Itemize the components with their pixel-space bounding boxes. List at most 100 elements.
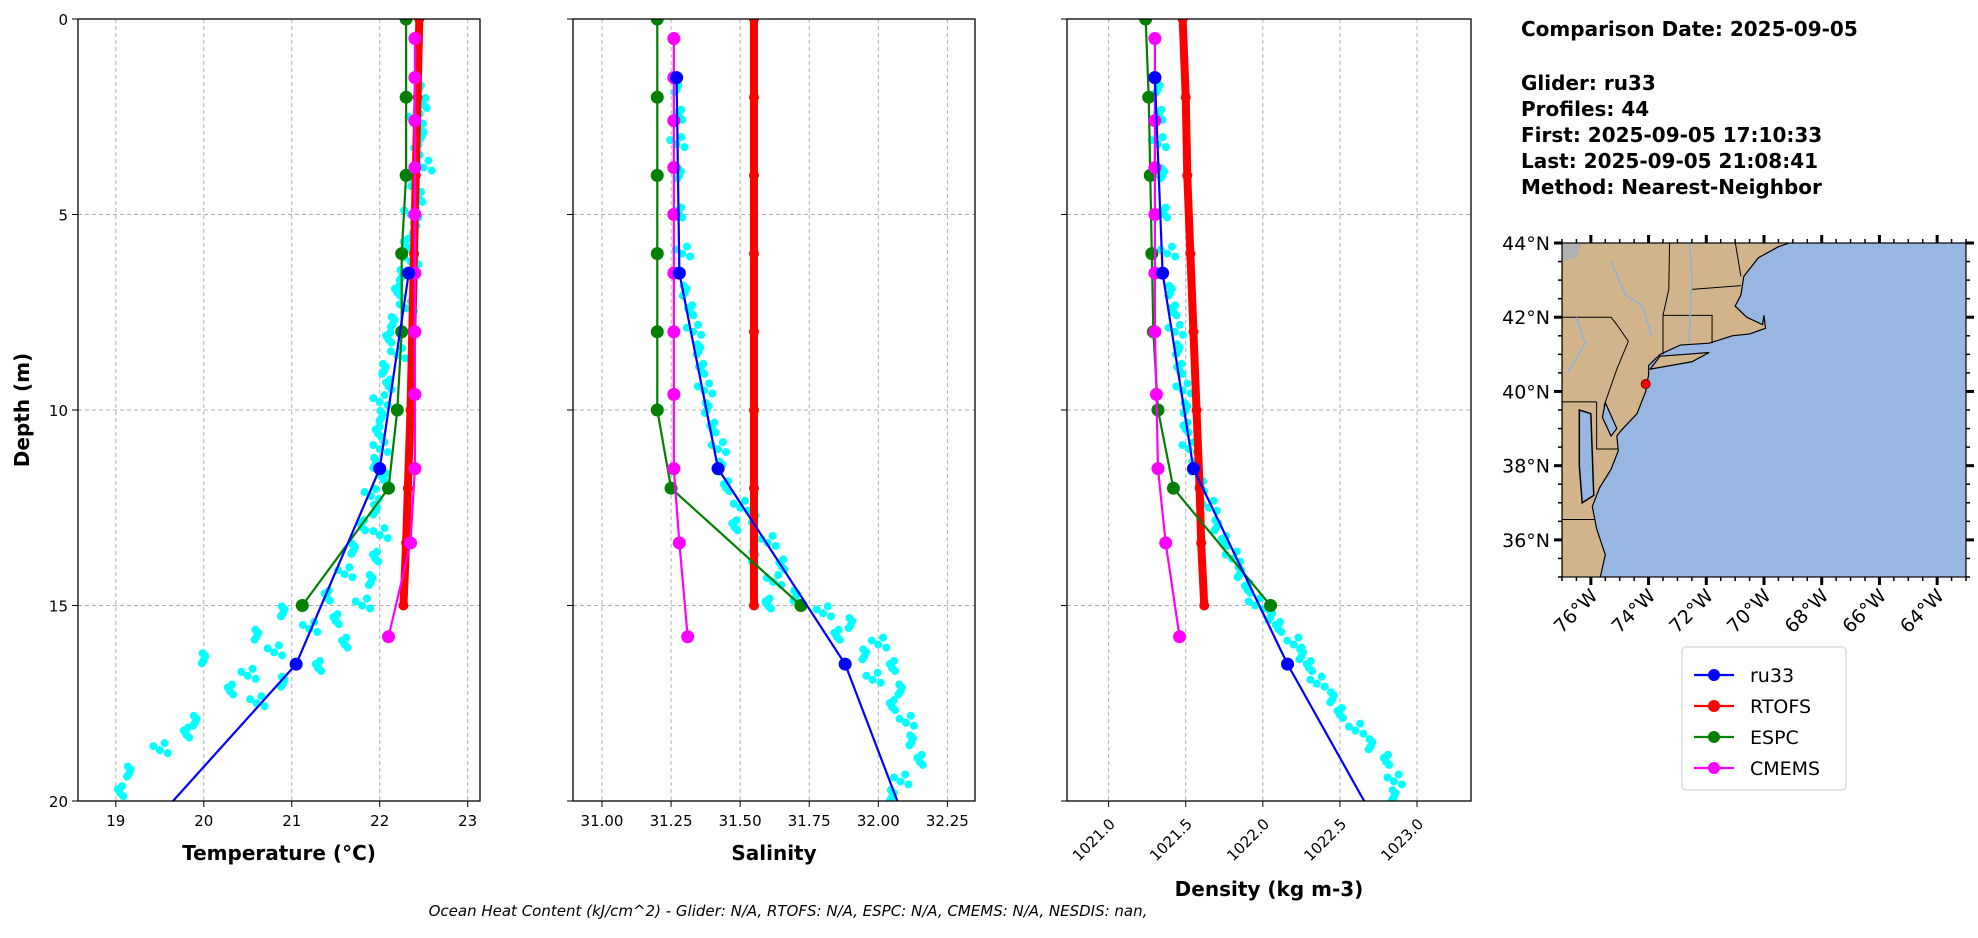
legend-item-ru33: ru33 <box>1694 665 1794 687</box>
rtofs-marker <box>748 170 759 181</box>
state-border <box>1596 401 1619 450</box>
ru33-marker <box>1281 657 1295 671</box>
cmems-marker <box>408 325 422 339</box>
glider-scatter-point <box>714 445 723 454</box>
rtofs-marker <box>748 483 759 494</box>
glider-scatter-point <box>276 612 285 621</box>
rtofs-marker <box>1180 92 1191 103</box>
cmems-marker <box>1148 208 1162 221</box>
legend-marker <box>1708 731 1720 743</box>
rtofs-marker <box>748 19 759 24</box>
temperature-plot-area <box>113 19 436 866</box>
glider-scatter-point <box>700 369 709 378</box>
glider-scatter-point <box>257 692 266 701</box>
axes-frame <box>1066 18 1472 802</box>
x-tick-label: 1022.0 <box>1223 815 1273 865</box>
glider-scatter-point <box>819 609 828 618</box>
glider-scatter-point <box>360 488 369 497</box>
espc-marker <box>395 247 409 261</box>
rtofs-marker <box>1185 248 1196 259</box>
glider-scatter-point <box>890 773 899 782</box>
glider-scatter-point <box>118 782 127 791</box>
y-tick-label: 15 <box>49 598 68 616</box>
glider-scatter-point <box>688 301 697 310</box>
glider-scatter-point <box>1356 719 1365 728</box>
glider-scatter-point <box>1165 281 1174 290</box>
glider-scatter-point <box>422 104 431 113</box>
glider-scatter-point <box>248 664 257 673</box>
glider-scatter-point <box>386 347 395 356</box>
glider-scatter-point <box>348 573 357 582</box>
glider-scatter-point <box>904 780 913 789</box>
glider-scatter-point <box>1383 750 1392 759</box>
glider-scatter-point <box>711 428 720 437</box>
glider-scatter-point <box>1175 320 1184 329</box>
glider-scatter-point <box>378 369 387 378</box>
temperature-panel: 19 20 21 22 23 0 5 10 15 20 Temperature (°C) Depth … <box>10 11 481 866</box>
cmems-marker <box>408 462 422 476</box>
glider-scatter-point <box>403 234 412 243</box>
map-lat-label: 38°N <box>1502 456 1550 478</box>
rtofs-marker <box>1199 600 1210 611</box>
espc-marker <box>1166 481 1180 495</box>
legend-marker <box>1708 669 1720 681</box>
glider-scatter-point <box>369 527 378 536</box>
glider-scatter-point <box>1233 573 1242 582</box>
glider-scatter-point <box>1383 773 1392 782</box>
glider-scatter-point <box>705 379 714 388</box>
glider-scatter-point <box>398 344 407 353</box>
rtofs-marker <box>405 405 416 415</box>
glider-scatter-point <box>1394 770 1403 779</box>
legend-label: CMEMS <box>1750 758 1820 780</box>
river <box>1610 261 1653 336</box>
glider-scatter-point <box>237 667 246 676</box>
map-lon-label: 68°W <box>1781 585 1834 638</box>
glider-scatter-point <box>1158 133 1167 142</box>
cmems-marker <box>1149 387 1163 401</box>
espc-marker <box>794 599 808 612</box>
glider-scatter-point <box>371 485 380 494</box>
x-tick-label: 1022.5 <box>1300 815 1350 865</box>
river <box>1567 316 1586 374</box>
ru33-marker <box>373 462 387 476</box>
y-tick-label: 5 <box>58 207 68 225</box>
profile-panels: 19 20 21 22 23 0 5 10 15 20 Temperature (°C) Depth … <box>10 11 1472 901</box>
cmems-marker <box>667 114 681 128</box>
rtofs-marker <box>402 483 413 494</box>
glider-scatter-point <box>419 163 428 172</box>
ru33-marker <box>1156 266 1170 280</box>
glider-scatter-point <box>1183 379 1192 388</box>
glider-scatter-point <box>1244 597 1253 606</box>
glider-scatter-point <box>375 531 384 540</box>
ru33-marker <box>114 853 127 866</box>
espc-marker <box>650 403 664 417</box>
espc-line <box>301 19 408 607</box>
glider-scatter-point <box>909 721 918 730</box>
glider-scatter-point <box>879 633 888 642</box>
land <box>1562 243 1792 577</box>
glider-scatter-point <box>229 690 238 699</box>
glider-scatter-point <box>835 635 844 644</box>
espc-marker <box>1145 247 1159 261</box>
y-tick-label: 0 <box>58 11 68 29</box>
glider-scatter-point <box>1337 703 1346 712</box>
glider-scatter-point <box>766 604 775 613</box>
x-tick-label: 1023.0 <box>1377 815 1427 865</box>
glider-scatter-point <box>1387 796 1396 801</box>
glider-scatter-point <box>401 354 410 363</box>
density-x-axis-label: Density (kg m-3) <box>1175 877 1364 901</box>
x-tick-label: 31.25 <box>650 812 693 830</box>
glider-scatter-point <box>896 777 905 786</box>
glider-scatter-point <box>1161 143 1170 152</box>
ru33-marker <box>402 266 416 280</box>
glider-scatter-point <box>1163 213 1172 222</box>
glider-scatter-point <box>827 612 836 621</box>
glider-scatter-point <box>1171 301 1180 310</box>
glider-scatter-point <box>1172 311 1181 320</box>
glider-scatter-point <box>1277 627 1286 636</box>
glider-scatter-point <box>1338 713 1347 722</box>
x-tick-label: 32.00 <box>857 812 900 830</box>
glider-scatter-point <box>155 746 164 755</box>
espc-marker <box>650 19 664 26</box>
